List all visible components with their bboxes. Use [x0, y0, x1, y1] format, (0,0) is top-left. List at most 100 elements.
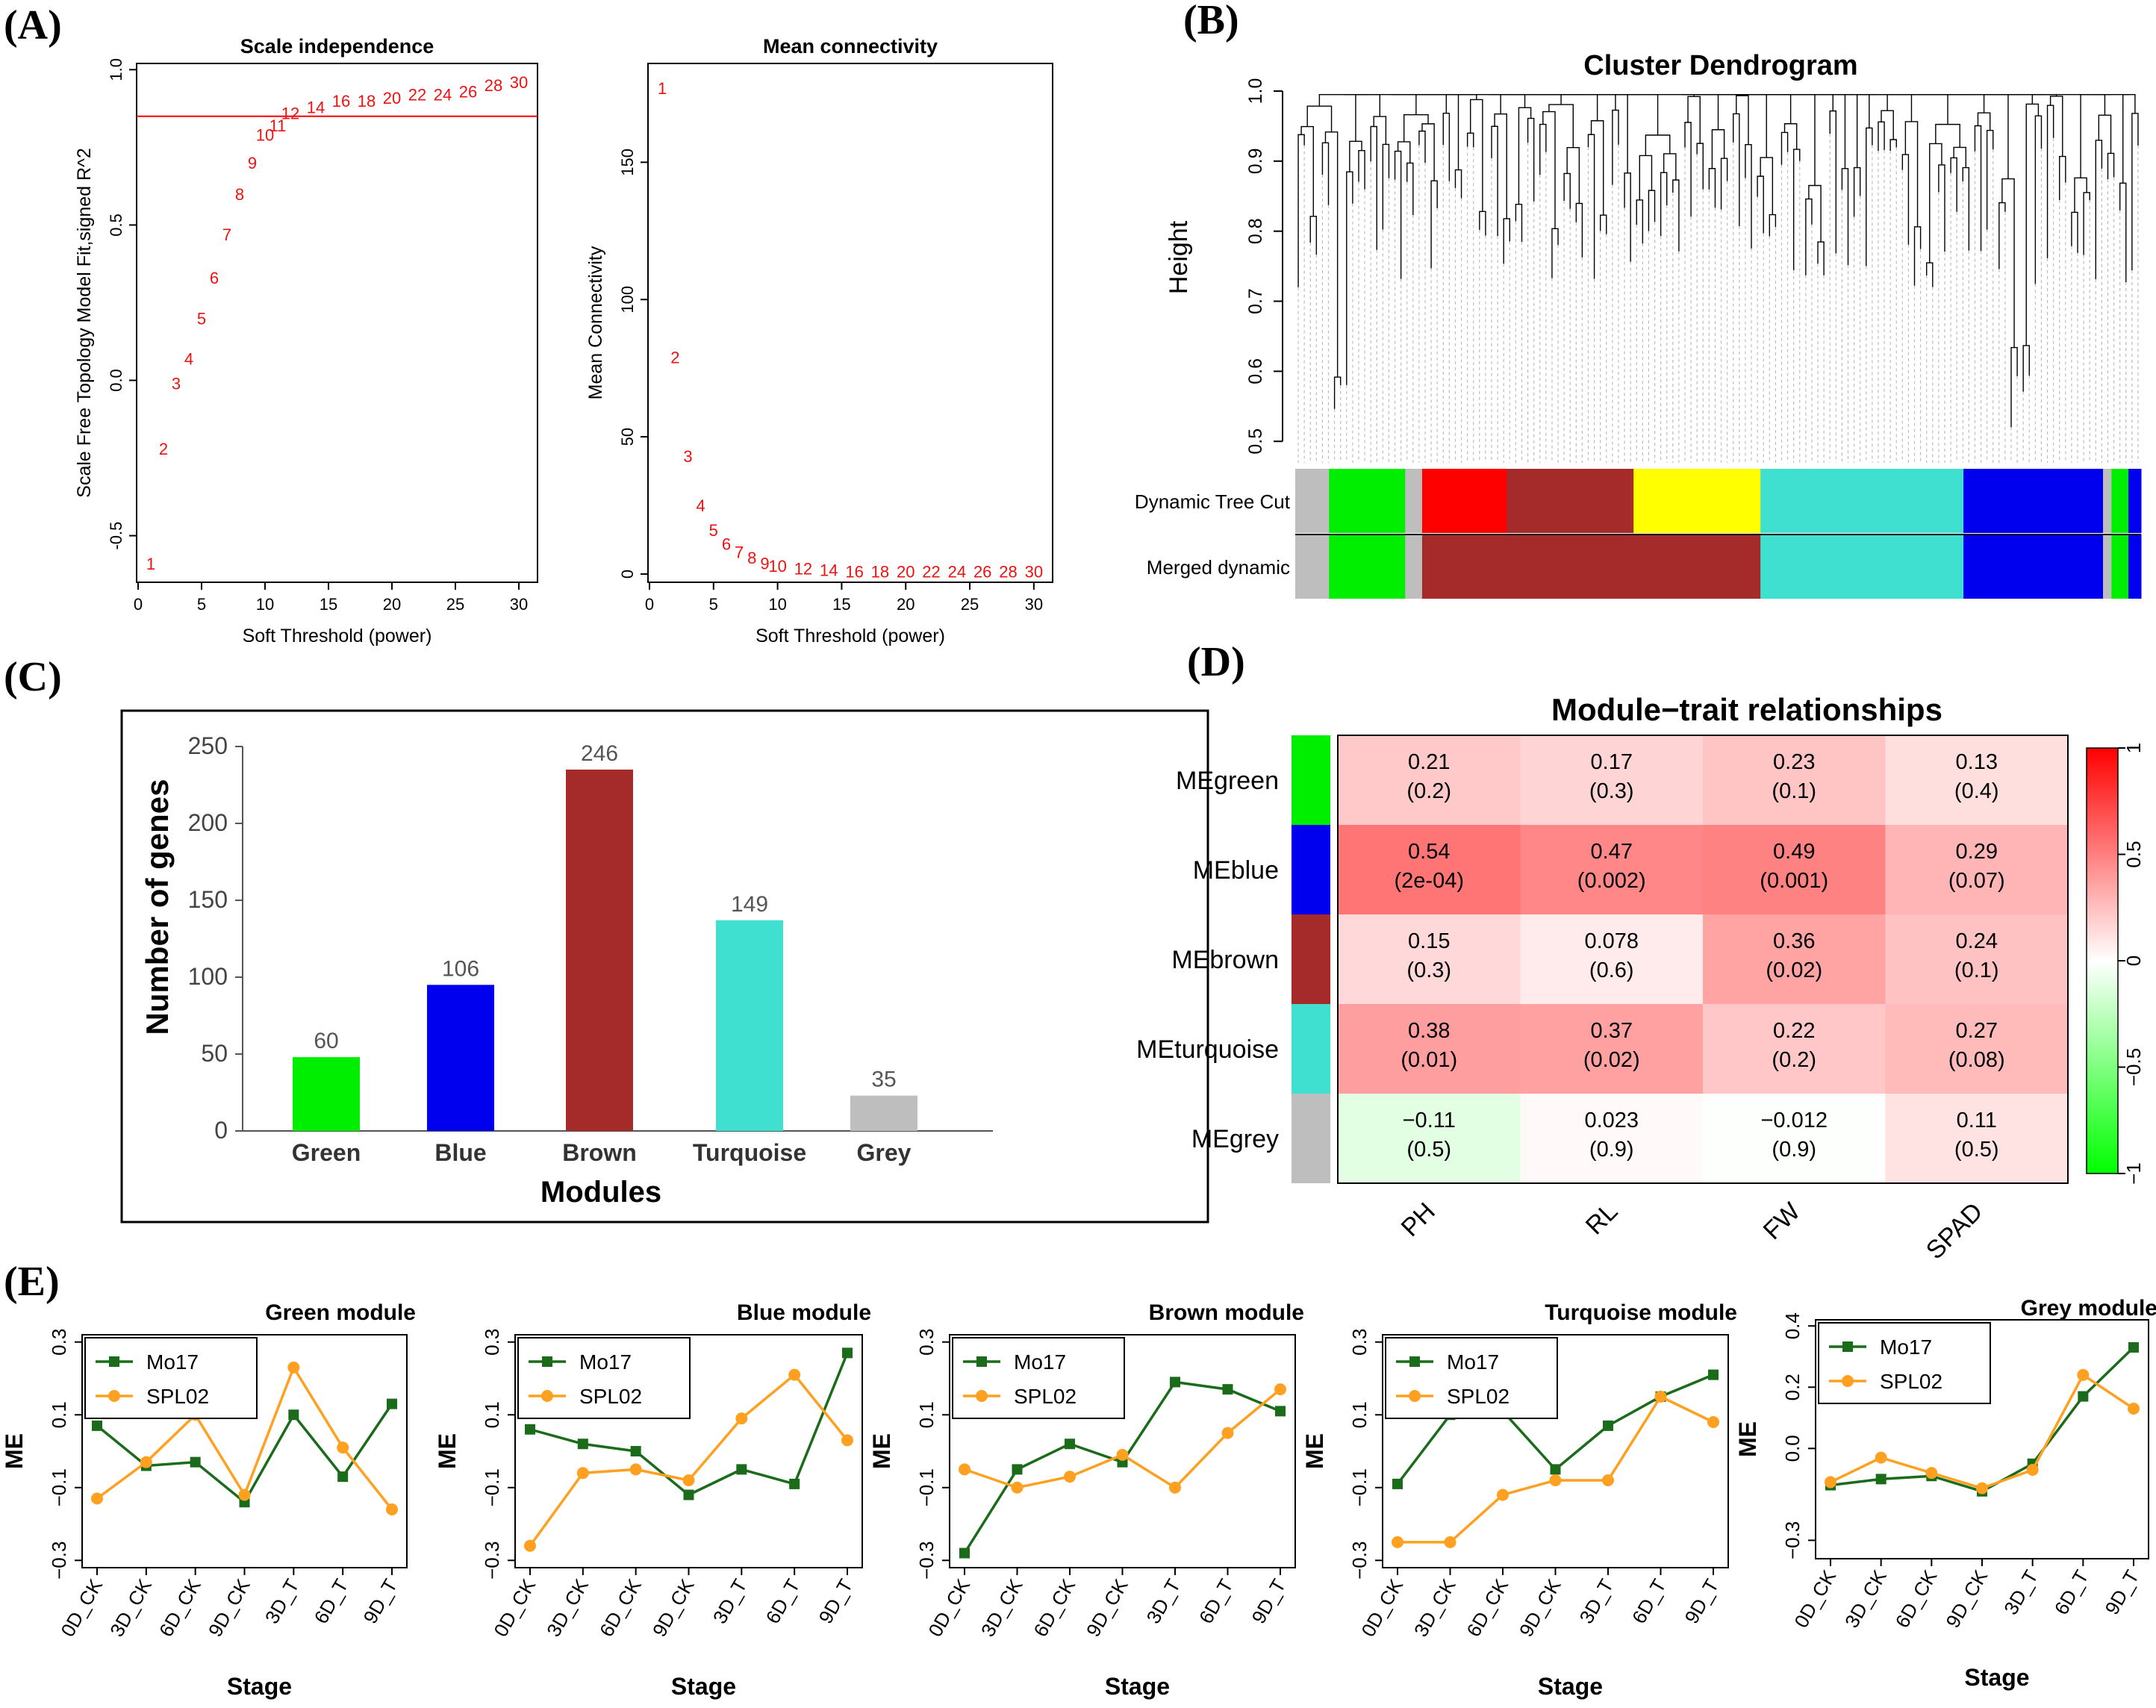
data-point-spl02: [1654, 1390, 1667, 1403]
data-point-label: 7: [735, 543, 744, 562]
heatmap-cell: [1885, 735, 2069, 826]
bar-value-label: 246: [581, 741, 618, 766]
x-axis-label: Soft Threshold (power): [755, 626, 945, 646]
data-point-label: 28: [485, 76, 502, 95]
dendrogram-branch: [1430, 180, 1438, 269]
row-label: MEgrey: [1191, 1125, 1279, 1153]
data-point-label: 8: [747, 549, 756, 567]
y-tick-label: 100: [188, 963, 228, 990]
color-bar-segment-green: [1329, 469, 1406, 533]
y-tick-label: −0.3: [915, 1542, 938, 1580]
data-point-spl02: [788, 1368, 801, 1381]
x-tick-label: 3D_T: [1141, 1575, 1185, 1627]
row-label: MEgreen: [1176, 767, 1279, 795]
plot-title: Blue module: [737, 1300, 871, 1325]
y-tick-label: 100: [618, 286, 637, 314]
dendrogram-branch: [1792, 149, 1801, 270]
panel-label-d: (D): [1187, 639, 1245, 685]
dendrogram-branch: [1469, 99, 1483, 212]
dendrogram-branch: [1445, 93, 1459, 170]
x-tick-label: 0: [134, 595, 143, 614]
legend-marker: [108, 1390, 120, 1402]
dendrogram-branch: [1349, 140, 1362, 172]
dendrogram-branch: [1950, 157, 1957, 212]
y-tick-label: −0.1: [1348, 1468, 1371, 1506]
x-tick-label: 9D_T: [2100, 1566, 2143, 1618]
dendrogram-branch: [1309, 216, 1318, 255]
cell-value: 0.36: [1773, 929, 1815, 953]
legend-marker: [1842, 1341, 1853, 1352]
data-point-mo17: [288, 1409, 299, 1421]
y-tick-label: 200: [188, 809, 228, 836]
data-point-mo17: [2128, 1341, 2139, 1353]
heatmap-cell: [1338, 1004, 1521, 1094]
dendrogram-branch: [1394, 150, 1402, 279]
dendrogram-branch: [1720, 158, 1728, 210]
data-point-spl02: [2128, 1402, 2140, 1415]
color-bar-segment-brown: [1421, 534, 1761, 599]
legend-marker: [976, 1390, 988, 1402]
y-tick-label: 0.0: [107, 369, 125, 392]
y-tick-label: 50: [201, 1040, 228, 1067]
module-size-bar-chart: 0 50 100 150 200 250 Number of genes 60 Green 106…: [120, 709, 1209, 1224]
scale-tick-label: −1: [2122, 1162, 2145, 1185]
data-point-spl02: [841, 1434, 853, 1447]
plot-title: Grey module: [2021, 1296, 2156, 1321]
data-point-spl02: [1825, 1476, 1836, 1489]
dendrogram-branch: [2083, 192, 2090, 255]
data-point-label: 12: [794, 560, 812, 579]
dendrogram-branch: [1829, 110, 1837, 254]
data-point-label: 8: [235, 185, 244, 204]
y-tick-label: 0.6: [1245, 358, 1266, 384]
data-point-label: 6: [722, 535, 731, 554]
legend-label: Mo17: [1014, 1350, 1066, 1374]
dendrogram-branch: [2010, 346, 2018, 428]
cell-pvalue: (0.5): [1954, 1138, 1999, 1162]
heatmap-cell: [1703, 1094, 1886, 1184]
color-bar-segment-blue: [2128, 534, 2142, 599]
dendrogram-branch: [1382, 143, 1390, 230]
legend-label: Mo17: [1880, 1335, 1932, 1359]
data-point-label: 12: [281, 105, 299, 123]
x-tick-label: 9D_CK: [1941, 1565, 1992, 1631]
x-tick-label: 20: [897, 595, 915, 614]
legend-marker: [1409, 1356, 1420, 1367]
y-tick-label: −0.3: [48, 1542, 70, 1580]
x-tick-label: 6D_CK: [1891, 1565, 1942, 1631]
x-tick-label: 25: [446, 595, 464, 614]
x-tick-label: 6D_T: [310, 1575, 353, 1627]
bar-grey: [850, 1095, 917, 1131]
row-label: MEbrown: [1171, 946, 1279, 974]
heatmap-cell: [1703, 914, 1886, 1005]
plot-title: Brown module: [1149, 1300, 1304, 1325]
y-tick-label: 0.1: [915, 1401, 938, 1428]
data-point-label: 2: [670, 348, 679, 367]
data-point-mo17: [577, 1439, 588, 1450]
x-tick-label: 3D_T: [1999, 1566, 2043, 1618]
data-point-mo17: [959, 1548, 970, 1559]
x-tick-label: Brown: [562, 1139, 637, 1166]
data-point-spl02: [1875, 1451, 1887, 1464]
x-tick-label: 0D_CK: [1789, 1565, 1840, 1631]
heatmap-frame: [1337, 735, 2069, 1184]
scale-tick-label: 0: [2122, 956, 2145, 966]
dendrogram-branch: [2046, 105, 2054, 258]
dendrogram-branch: [1878, 121, 1885, 152]
dendrogram-branch: [2080, 93, 2106, 178]
dendrogram-branch: [2119, 182, 2127, 283]
data-point-spl02: [1116, 1448, 1129, 1461]
data-point-mo17: [1603, 1420, 1613, 1431]
dendrogram-branch: [1663, 153, 1677, 181]
y-tick-label: 0.8: [1245, 218, 1266, 244]
cell-value: 0.29: [1956, 840, 1998, 864]
dendrogram-branch: [1373, 116, 1387, 145]
color-bar-segment-yellow: [1633, 469, 1761, 533]
data-point-spl02: [1064, 1471, 1076, 1483]
x-tick-label: 3D_CK: [976, 1574, 1027, 1640]
dendrogram-branch: [1998, 202, 2006, 269]
heatmap-cell: [1520, 735, 1704, 826]
plot-title: Scale independence: [240, 35, 434, 57]
dendrogram-branch: [1442, 112, 1451, 181]
data-point-mo17: [92, 1420, 102, 1431]
